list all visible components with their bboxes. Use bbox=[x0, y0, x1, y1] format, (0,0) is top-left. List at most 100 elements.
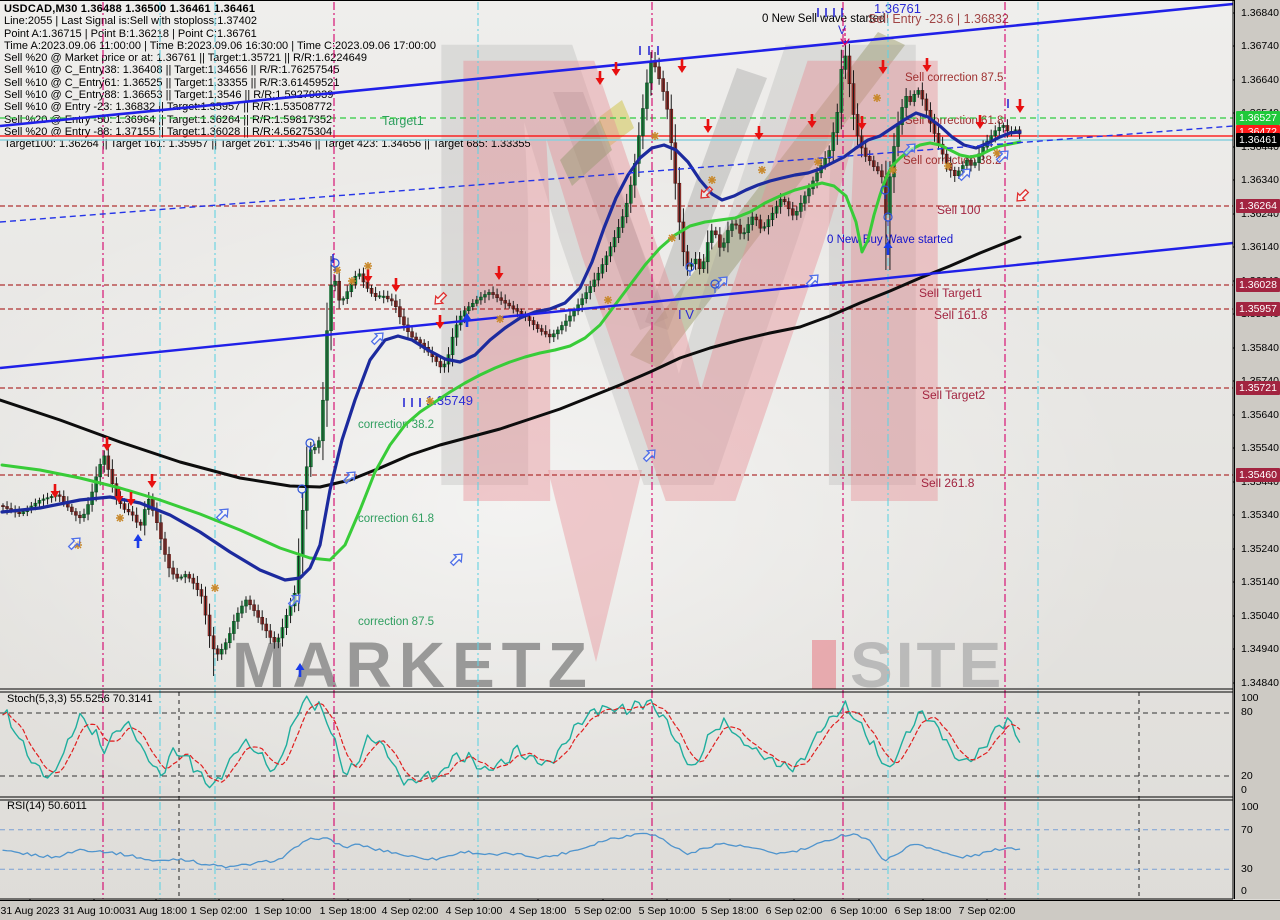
star-icon bbox=[944, 162, 952, 170]
price-axis-label: 1.35140 bbox=[1241, 576, 1279, 588]
price-axis-label: 1.34940 bbox=[1241, 643, 1279, 655]
watermark-monogram: M bbox=[418, 0, 984, 637]
time-axis[interactable] bbox=[0, 900, 1280, 920]
info-line: Time A:2023.09.06 11:00:00 | Time B:2023… bbox=[4, 39, 436, 52]
hollow-arrow-icon bbox=[67, 537, 81, 551]
circled-point-icon bbox=[883, 212, 893, 226]
info-line: Sell %10 @ C_Entry38: 1.36408 || Target:… bbox=[4, 64, 340, 77]
wave-tick-icon bbox=[419, 398, 421, 407]
hollow-arrow-icon bbox=[805, 274, 819, 288]
buy-arrow-icon bbox=[883, 241, 893, 255]
chart-annotation: Sell correction 38.2 bbox=[903, 155, 1002, 167]
wave-tick-icon bbox=[833, 8, 835, 17]
time-axis-label: 31 Aug 2023 bbox=[0, 905, 60, 917]
circled-point-icon bbox=[305, 438, 315, 452]
indicator-scale-label: 80 bbox=[1241, 706, 1253, 718]
circled-point-icon bbox=[880, 185, 890, 199]
time-axis-label: 6 Sep 02:00 bbox=[765, 905, 823, 917]
stoch-k-line bbox=[2, 695, 1021, 789]
sell-arrow-icon bbox=[878, 60, 888, 74]
chart-annotation: Sell Target2 bbox=[922, 388, 986, 402]
price-badge: 1.36527 bbox=[1236, 111, 1280, 125]
sell-arrow-icon bbox=[754, 126, 764, 140]
time-axis-label: 4 Sep 02:00 bbox=[381, 905, 439, 917]
indicator-scale-label: 0 bbox=[1241, 784, 1247, 796]
info-line: Sell %20 @ Entry -88: 1.37155 || Target:… bbox=[4, 125, 333, 138]
chart-annotation: Sell 161.8 bbox=[934, 308, 988, 322]
watermark-monogram-shadow: M bbox=[396, 0, 962, 621]
star-icon bbox=[708, 176, 716, 184]
star-icon bbox=[348, 277, 356, 285]
price-axis-label: 1.35340 bbox=[1241, 509, 1279, 521]
sell-arrow-icon bbox=[363, 269, 373, 283]
hollow-arrow-icon bbox=[449, 553, 463, 567]
markers bbox=[50, 8, 1030, 677]
rsi-line bbox=[2, 832, 1021, 869]
chart-annotation: I V bbox=[678, 307, 694, 322]
star-icon bbox=[364, 262, 372, 270]
circled-point-icon bbox=[297, 484, 307, 498]
sell-wave-arrowhead bbox=[840, 38, 850, 46]
time-axis-label: 5 Sep 02:00 bbox=[574, 905, 632, 917]
chart-annotation: Sell Entry -23.6 | 1.36832 bbox=[868, 12, 1009, 26]
wave-tick-icon bbox=[403, 398, 405, 407]
sell-arrow-icon bbox=[611, 62, 621, 76]
indicator-scale-label: 100 bbox=[1241, 801, 1259, 813]
hollow-arrow-icon bbox=[434, 291, 448, 305]
buy-arrow-icon bbox=[295, 663, 305, 677]
hollow-arrow-icon bbox=[957, 168, 971, 182]
info-line: Sell %10 @ C_Entry61: 1.36525 || Target:… bbox=[4, 76, 340, 89]
indicator-scale-label: 100 bbox=[1241, 692, 1259, 704]
stochastic-label: Stoch(5,3,3) 55.5256 70.3141 bbox=[7, 693, 153, 705]
star-icon bbox=[211, 584, 219, 592]
time-axis-label: 4 Sep 18:00 bbox=[509, 905, 567, 917]
time-axis-label: 4 Sep 10:00 bbox=[445, 905, 503, 917]
hollow-arrow-icon bbox=[642, 449, 656, 463]
info-line: Sell %10 @ C_Entry88: 1.36653 || Target:… bbox=[4, 89, 334, 102]
chart-annotation: Sell correction 87.5 bbox=[905, 72, 1004, 84]
sell-arrow-icon bbox=[857, 116, 867, 130]
price-axis-label: 1.35040 bbox=[1241, 610, 1279, 622]
info-line: Sell %20 @ Market price or at: 1.36761 |… bbox=[4, 52, 367, 65]
hollow-arrow-icon bbox=[287, 594, 301, 608]
price-axis-label: 1.35240 bbox=[1241, 543, 1279, 555]
symbol-quote-line: USDCAD,M30 1.36488 1.36500 1.36461 1.364… bbox=[4, 3, 256, 15]
time-axis-label: 5 Sep 18:00 bbox=[701, 905, 759, 917]
info-line: Line:2055 | Last Signal is:Sell with sto… bbox=[4, 15, 257, 28]
price-badge: 1.35721 bbox=[1236, 381, 1280, 395]
circled-point-icon bbox=[710, 279, 720, 293]
chart-annotation: V bbox=[838, 23, 847, 37]
chart-annotation: Sell Target1 bbox=[919, 286, 983, 300]
sell-arrow-icon bbox=[975, 115, 985, 129]
chart-annotation: 0 New Sell wave started bbox=[762, 13, 886, 25]
wave-tick-icon bbox=[1007, 99, 1009, 108]
star-icon bbox=[814, 158, 822, 166]
wave-tick-icon bbox=[841, 8, 843, 17]
price-axis-label: 1.35840 bbox=[1241, 342, 1279, 354]
wave-tick-icon bbox=[332, 254, 334, 263]
hollow-arrow-icon bbox=[370, 332, 384, 346]
time-axis-label: 6 Sep 10:00 bbox=[830, 905, 888, 917]
hollow-arrow-icon bbox=[995, 150, 1009, 164]
hollow-arrow-icon bbox=[1016, 188, 1030, 202]
sell-arrow-icon bbox=[703, 119, 713, 133]
price-axis-label: 1.36340 bbox=[1241, 174, 1279, 186]
hollow-arrow-icon bbox=[700, 185, 714, 199]
chart-annotation: 1.35749 bbox=[426, 393, 473, 408]
sell-arrow-icon bbox=[1015, 99, 1025, 113]
time-axis-label: 31 Aug 10:00 bbox=[63, 905, 125, 917]
price-axis-label: 1.34840 bbox=[1241, 677, 1279, 689]
sell-arrow-icon bbox=[435, 315, 445, 329]
hollow-arrow-icon bbox=[902, 143, 916, 157]
sell-arrow-icon bbox=[595, 71, 605, 85]
sell-arrow-icon bbox=[677, 59, 687, 73]
wave-tick-icon bbox=[411, 398, 413, 407]
price-axis[interactable] bbox=[1234, 0, 1280, 899]
sell-arrow-icon bbox=[102, 437, 112, 451]
time-axis-label: 7 Sep 02:00 bbox=[958, 905, 1016, 917]
chart-annotation: correction 61.8 bbox=[358, 513, 435, 525]
